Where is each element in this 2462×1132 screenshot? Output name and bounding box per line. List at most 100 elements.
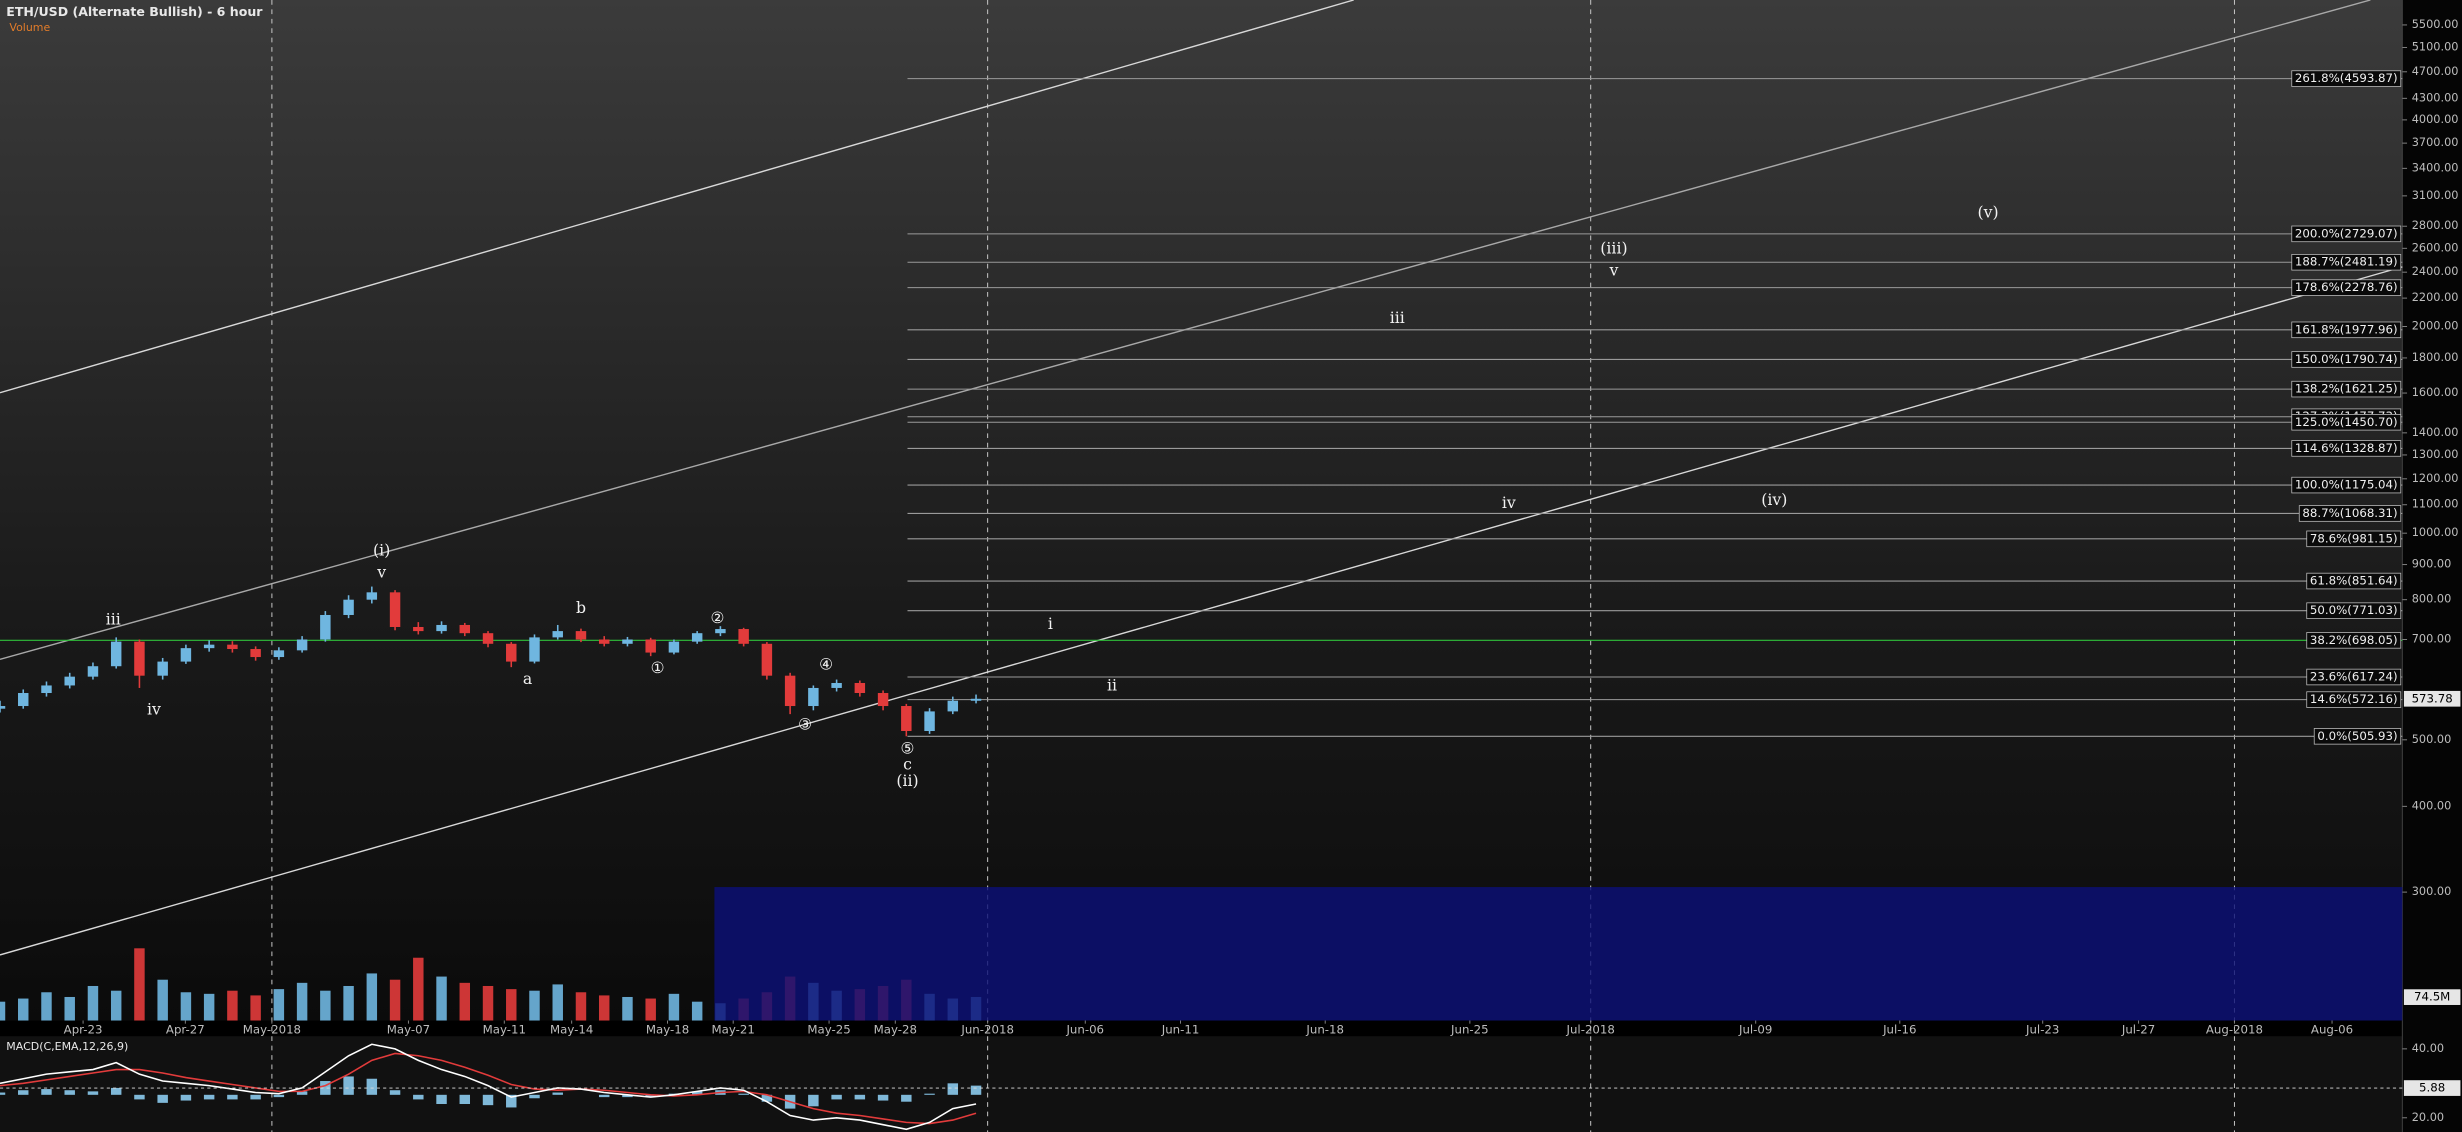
price-axis: [2402, 0, 2462, 1132]
date-axis: [0, 1020, 2462, 1037]
volume-bar: [436, 976, 447, 1021]
x-tick-label: May-25: [807, 1022, 850, 1036]
fib-label: 50.0%(771.03): [2310, 603, 2398, 617]
candle-body: [645, 639, 656, 653]
fib-label-box: [2291, 351, 2402, 368]
macd-histogram-bar: [831, 1094, 842, 1100]
candles: [0, 586, 982, 737]
y-tick-label: 1800.00: [2412, 351, 2459, 364]
fib-label-box: [2291, 440, 2402, 457]
wave-label: (v): [1978, 202, 1999, 221]
macd-histogram-bar: [877, 1094, 889, 1101]
macd-histogram-bar: [482, 1094, 494, 1106]
x-tick-label: Apr-27: [166, 1022, 205, 1036]
macd-histogram-bar: [622, 1094, 633, 1098]
fib-label: 150.0%(1790.74): [2295, 352, 2398, 366]
candle-body: [598, 639, 610, 644]
wave-label: c: [903, 754, 912, 773]
macd-histogram-bar: [227, 1094, 238, 1100]
fib-label: 78.6%(981.15): [2310, 531, 2398, 545]
x-tick-label: May-14: [550, 1022, 593, 1036]
candle-body: [180, 648, 192, 662]
x-tick-label: Aug-06: [2311, 1022, 2353, 1036]
x-tick-label: Jul-2018: [1566, 1022, 1615, 1036]
wave-label: ii: [1107, 675, 1117, 694]
volume-bar: [459, 982, 471, 1021]
volume-bar: [645, 998, 656, 1021]
volume-bar: [320, 990, 331, 1021]
x-tick-label: Jun-18: [1305, 1022, 1344, 1036]
wave-label: v: [1609, 261, 1619, 280]
fib-label-box: [2291, 225, 2402, 243]
x-tick-label: Jun-25: [1450, 1022, 1489, 1036]
y-tick-label: 4300.00: [2412, 91, 2459, 104]
volume-bar: [180, 992, 192, 1021]
candle-body: [808, 687, 819, 707]
candle-body: [575, 631, 587, 640]
candle-body: [273, 650, 285, 658]
volume-bar: [110, 990, 122, 1021]
macd-histogram-bar: [18, 1090, 29, 1095]
last-price: 573.78: [2412, 691, 2453, 705]
fib-label-box: [2306, 530, 2402, 548]
candle-body: [157, 661, 168, 676]
macd-histogram-bar: [41, 1089, 52, 1095]
wave-label: (i): [373, 540, 390, 559]
y-tick-label: 1100.00: [2412, 498, 2459, 511]
macd-histogram-bar: [924, 1093, 935, 1095]
wave-label: iii: [106, 610, 121, 629]
fib-label-box: [2306, 691, 2402, 708]
candle-body: [250, 649, 261, 658]
candle-body: [784, 675, 796, 707]
y-tick-label: 1000.00: [2412, 526, 2459, 539]
macd: [0, 1043, 2403, 1131]
y-tick-label: 300.00: [2412, 885, 2452, 898]
candle-body: [227, 644, 238, 650]
fib-label-box: [2298, 505, 2402, 522]
volume-bar: [691, 1001, 703, 1021]
candle-body: [41, 685, 52, 694]
x-tick-label: Jun-2018: [960, 1022, 1014, 1036]
macd-legend: MACD(C,EMA,12,26,9): [6, 1040, 128, 1053]
trendline: [0, 0, 1354, 394]
macd-histogram-bar: [413, 1094, 424, 1100]
y-tick-label: 900.00: [2412, 558, 2452, 571]
candle-body: [668, 641, 680, 653]
y-tick-label: 500.00: [2412, 733, 2452, 746]
volume-bar: [296, 982, 308, 1021]
macd-histogram-bar: [366, 1078, 378, 1095]
volume-bar: [529, 990, 540, 1021]
volume-bar: [575, 992, 587, 1021]
macd-histogram-bar: [645, 1094, 656, 1098]
fib-label-box: [2306, 572, 2402, 590]
x-tick-label: Apr-23: [64, 1022, 103, 1036]
macd-histogram-bar: [691, 1091, 703, 1095]
wave-label: (iv): [1761, 490, 1787, 509]
candle-body: [924, 711, 935, 731]
macd-histogram-bar: [0, 1092, 6, 1095]
macd-histogram-bar: [598, 1094, 610, 1098]
fib-label: 200.0%(2729.07): [2295, 226, 2398, 240]
x-tick-label: May-21: [712, 1022, 755, 1036]
candle-body: [64, 676, 75, 686]
fib-label: 14.6%(572.16): [2310, 692, 2398, 706]
wave-label: ①: [651, 658, 665, 677]
volume-bar: [668, 993, 680, 1021]
volume-last-box: [2403, 989, 2461, 1005]
x-tick-label: Jun-06: [1065, 1022, 1104, 1036]
macd-histogram-bar: [250, 1094, 261, 1100]
x-tick-label: May-18: [646, 1022, 689, 1036]
volume-bar: [622, 996, 633, 1021]
y-tick-label: 400.00: [2412, 799, 2452, 812]
volume-bar: [413, 957, 424, 1021]
macd-histogram-bar: [552, 1092, 563, 1095]
x-tick-label: Jul-09: [1738, 1022, 1772, 1036]
wave-label: iv: [1502, 493, 1516, 512]
volume-bar: [41, 992, 52, 1021]
candle-body: [18, 693, 29, 707]
candle-body: [413, 626, 424, 632]
volume-bar: [134, 948, 145, 1021]
macd-histogram-bar: [459, 1094, 471, 1105]
volume-bar: [157, 979, 168, 1021]
